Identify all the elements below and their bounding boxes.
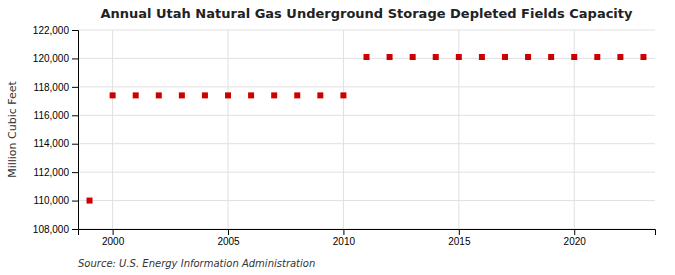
tick-mark [113,229,114,235]
tick-label: 2015 [448,236,471,247]
grid-line [78,115,655,116]
tick-label: 118,000 [34,82,70,93]
point [179,92,185,98]
tick: 116,000 [34,110,78,121]
point [502,54,508,60]
tick-mark [72,172,78,173]
point [548,54,554,60]
point [156,92,162,98]
tick-label: 2010 [333,236,356,247]
tick-label: 112,000 [34,167,70,178]
y-axis: 108,000 110,000 112,000 114,000 116,000 118,0… [33,25,79,235]
tick: 110,000 [34,195,78,206]
tick-mark [343,229,344,235]
point [456,54,462,60]
point [133,92,139,98]
tick: 2005 [217,229,240,247]
point [433,54,439,60]
point [110,92,116,98]
point [640,54,646,60]
point [410,54,416,60]
tick-label: 2005 [217,236,240,247]
tick: 2020 [564,229,587,247]
point [294,92,300,98]
tick: 118,000 [34,82,78,93]
points [87,54,647,204]
point [340,92,346,98]
point [202,92,208,98]
tick-mark [72,144,78,145]
point [387,54,393,60]
axis-line [72,31,79,230]
tick-label: 2000 [102,236,125,247]
tick-mark [228,229,229,235]
grid-line [78,200,655,201]
y-axis-title: Million Cubic Feet [6,80,19,177]
tick-label: 110,000 [34,195,70,206]
tick: 114,000 [34,138,78,149]
grid [78,30,655,229]
tick-mark [574,229,575,235]
point [271,92,277,98]
tick: 2000 [102,229,125,247]
point [525,54,531,60]
tick-mark [72,87,78,88]
tick-mark [72,201,78,202]
grid-line [112,30,113,229]
tick-label: 2020 [564,236,587,247]
point [594,54,600,60]
tick-mark [459,229,460,235]
grid-line [78,143,655,144]
tick: 2010 [333,229,356,247]
tick-mark [72,30,78,31]
grid-line [343,30,344,229]
grid-line [78,86,655,87]
tick-label: 116,000 [34,110,70,121]
tick: 112,000 [34,167,78,178]
point [617,54,623,60]
grid-line [78,172,655,173]
tick-mark [72,58,78,59]
plot-area: 2000 2005 2010 2015 2020 108,000 110,000 112,00… [33,25,656,247]
tick-label: 122,000 [33,25,70,36]
source-note: Source: U.S. Energy Information Administ… [78,258,315,269]
tick: 2015 [448,229,471,247]
grid-line [78,30,655,31]
title: Annual Utah Natural Gas Underground Stor… [100,6,633,21]
tick-label: 114,000 [34,138,70,149]
point [87,198,93,204]
axis-line [79,230,656,236]
tick-label: 120,000 [33,53,70,64]
tick: 108,000 [33,224,78,235]
point [225,92,231,98]
x-axis: 2000 2005 2010 2015 2020 [79,229,656,247]
point [479,54,485,60]
tick-mark [72,229,78,230]
grid-line [228,30,229,229]
tick: 120,000 [33,53,78,64]
tick-label: 108,000 [33,224,70,235]
point [248,92,254,98]
tick-mark [72,115,78,116]
point [364,54,370,60]
point [317,92,323,98]
tick: 122,000 [33,25,78,36]
chart: 2000 2005 2010 2015 2020 108,000 110,000 112,00… [0,0,675,275]
point [571,54,577,60]
